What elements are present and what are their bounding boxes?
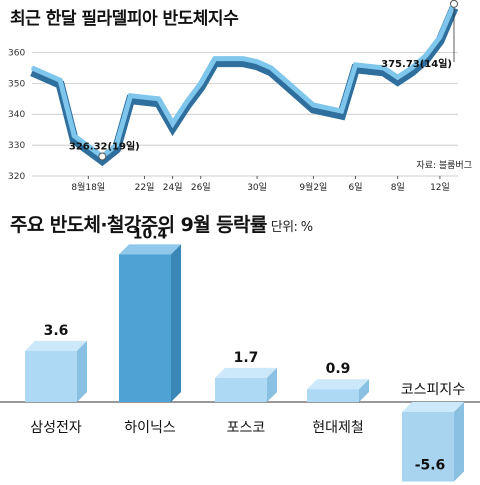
bar-side-face: [267, 367, 277, 402]
data-point: [298, 91, 301, 94]
bar-top-face: [307, 379, 369, 390]
x-tick-label: 8월18일: [71, 181, 105, 193]
data-point: [157, 97, 160, 100]
bar: [307, 389, 359, 402]
bar-chart-panel: 주요 반도체·철강주의 9월 등락률 단위: % 3.6 삼성전자 10.4 하이닉스 1…: [0, 200, 480, 485]
data-point: [439, 36, 441, 38]
data-point: [171, 122, 174, 125]
bar-chart-unit: 단위: %: [270, 220, 313, 235]
line-series: [30, 2, 457, 160]
bar-group: 10.4 하이닉스: [119, 226, 181, 436]
category-label: 코스피지수: [401, 382, 466, 398]
bar-side-face: [359, 379, 369, 402]
data-point: [411, 67, 413, 69]
bar-top-face: [402, 402, 464, 412]
category-label: 하이닉스: [124, 420, 176, 436]
data-point: [185, 101, 188, 103]
data-point: [31, 67, 33, 69]
category-label: 삼성전자: [30, 420, 82, 436]
category-label: 포스코: [227, 420, 266, 436]
data-point: [115, 144, 118, 146]
bar-group: 3.6 삼성전자: [25, 323, 87, 436]
y-tick-label: 360: [8, 48, 25, 58]
bar-value-label: -5.6: [415, 458, 446, 474]
x-tick-label: 30일: [247, 182, 267, 193]
annotation-marker: [98, 152, 107, 161]
line-chart-panel: 최근 한달 필라델피아 반도체지수 320 330 340 350 360 8월18일 22…: [0, 0, 480, 200]
bar-value-label: 3.6: [44, 323, 69, 339]
bar: [25, 350, 77, 402]
bar-side-face: [454, 402, 464, 482]
data-point: [200, 82, 202, 85]
data-point: [425, 54, 427, 57]
line-chart-title: 최근 한달 필라델피아 반도체지수: [10, 9, 239, 29]
bar-top-face: [119, 244, 181, 255]
bar-value-label: 0.9: [326, 361, 351, 377]
bar-chart: 3.6 삼성전자 10.4 하이닉스 1.7 포스코 0.9 현대제철 -5.6 코스피지수: [0, 226, 480, 482]
data-point: [270, 67, 272, 69]
x-tick-label: 6일: [349, 182, 363, 193]
data-point: [340, 110, 343, 112]
data-point: [214, 57, 216, 60]
bar: [119, 254, 171, 402]
bar-top-face: [215, 367, 277, 378]
data-point: [129, 94, 132, 97]
bar-chart-title: 주요 반도체·철강주의 9월 등락률 단위: %: [10, 210, 313, 237]
y-tick-label: 330: [8, 141, 25, 151]
x-tick-label: 12일: [430, 182, 450, 193]
x-tick-label: 8일: [391, 182, 405, 193]
source-note: 자료: 블룸버그: [416, 161, 472, 171]
x-tick-label: 9월2일: [299, 181, 327, 193]
data-point: [59, 79, 61, 82]
bar-value-label: 10.4: [133, 226, 168, 242]
bar-side-face: [171, 244, 181, 402]
line-chart: 320 330 340 350 360 8월18일 22일 24일 26일 30일 9월2일 6일 8일…: [8, 0, 459, 193]
bar-group: 1.7 포스코: [215, 350, 277, 436]
line-ribbon-shadow: [30, 6, 459, 167]
annotation-label: 326.32(19일): [69, 139, 140, 152]
bar: [402, 412, 454, 482]
data-point: [242, 57, 244, 60]
data-point: [396, 76, 399, 78]
category-label: 현대제철: [312, 420, 364, 436]
bar-group: -5.6 코스피지수: [401, 382, 466, 482]
bar-top-face: [25, 340, 87, 351]
annotation-marker: [450, 0, 458, 8]
annotation-label: 375.73(14일): [381, 57, 452, 70]
data-point: [354, 64, 357, 66]
bar-value-label: 1.7: [234, 350, 259, 366]
y-tick-label: 320: [8, 172, 25, 182]
bar-side-face: [77, 340, 87, 402]
y-tick-label: 350: [8, 79, 25, 89]
x-tick-label: 22일: [135, 182, 155, 193]
bar-group: 0.9 현대제철: [307, 361, 369, 436]
bar: [215, 377, 267, 402]
x-tick-label: 26일: [191, 182, 211, 193]
data-point: [73, 135, 75, 137]
bar-chart-title-text: 주요 반도체·철강주의 9월 등락률: [10, 214, 267, 236]
data-point: [382, 67, 385, 69]
data-point: [312, 104, 315, 106]
y-tick-label: 340: [8, 110, 25, 120]
data-point: [256, 60, 258, 63]
x-tick-label: 24일: [163, 182, 183, 193]
